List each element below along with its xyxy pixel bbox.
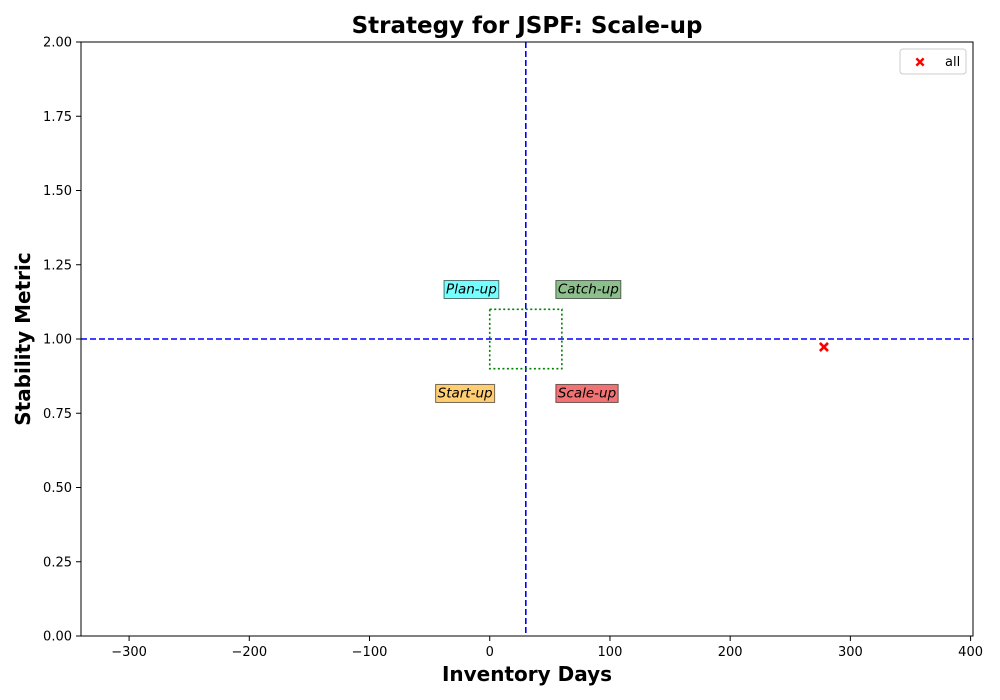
y-tick-label: 1.00 [43,333,72,348]
quadrant-label-text: Scale-up [558,385,616,401]
y-tick-label: 1.75 [43,110,72,125]
x-tick-label: 100 [598,645,623,660]
x-tick-label: 300 [838,645,863,660]
x-tick-label: 400 [958,645,983,660]
legend-label: all [945,55,960,70]
quadrant-label-text: Plan-up [446,282,497,298]
x-tick-label: −200 [231,645,267,660]
x-tick-label: −100 [352,645,388,660]
x-axis-title: Inventory Days [442,662,612,686]
y-tick-label: 1.25 [43,258,72,273]
data-point [818,342,829,353]
legend: all [899,48,967,75]
legend-marker [915,57,925,67]
quadrant-label: Scale-up [555,383,619,403]
quadrant-label-text: Catch-up [558,282,619,298]
y-tick-label: 0.50 [43,481,72,496]
quadrant-label-box [443,280,500,300]
y-tick-label: 0.75 [43,407,72,422]
y-tick-label: 1.50 [43,184,72,199]
y-axis-title: Stability Metric [11,252,35,426]
x-tick-label: 0 [486,645,494,660]
x-tick-label: −300 [111,645,147,660]
quadrant-label-box [555,383,619,403]
y-tick-label: 2.00 [43,36,72,51]
y-tick-label: 0.00 [43,630,72,645]
quadrant-label-text: Start-up [438,385,493,401]
y-tick-label: 0.25 [43,555,72,570]
quadrant-label-box [555,280,622,300]
quadrant-label: Start-up [435,383,496,403]
quadrant-label-box [435,383,496,403]
quadrant-label: Plan-up [443,280,500,300]
threshold-box [488,308,563,370]
legend-box [899,48,967,75]
x-tick-label: 200 [718,645,743,660]
chart-title: Strategy for JSPF: Scale-up [352,13,703,39]
quadrant-label: Catch-up [555,280,622,300]
